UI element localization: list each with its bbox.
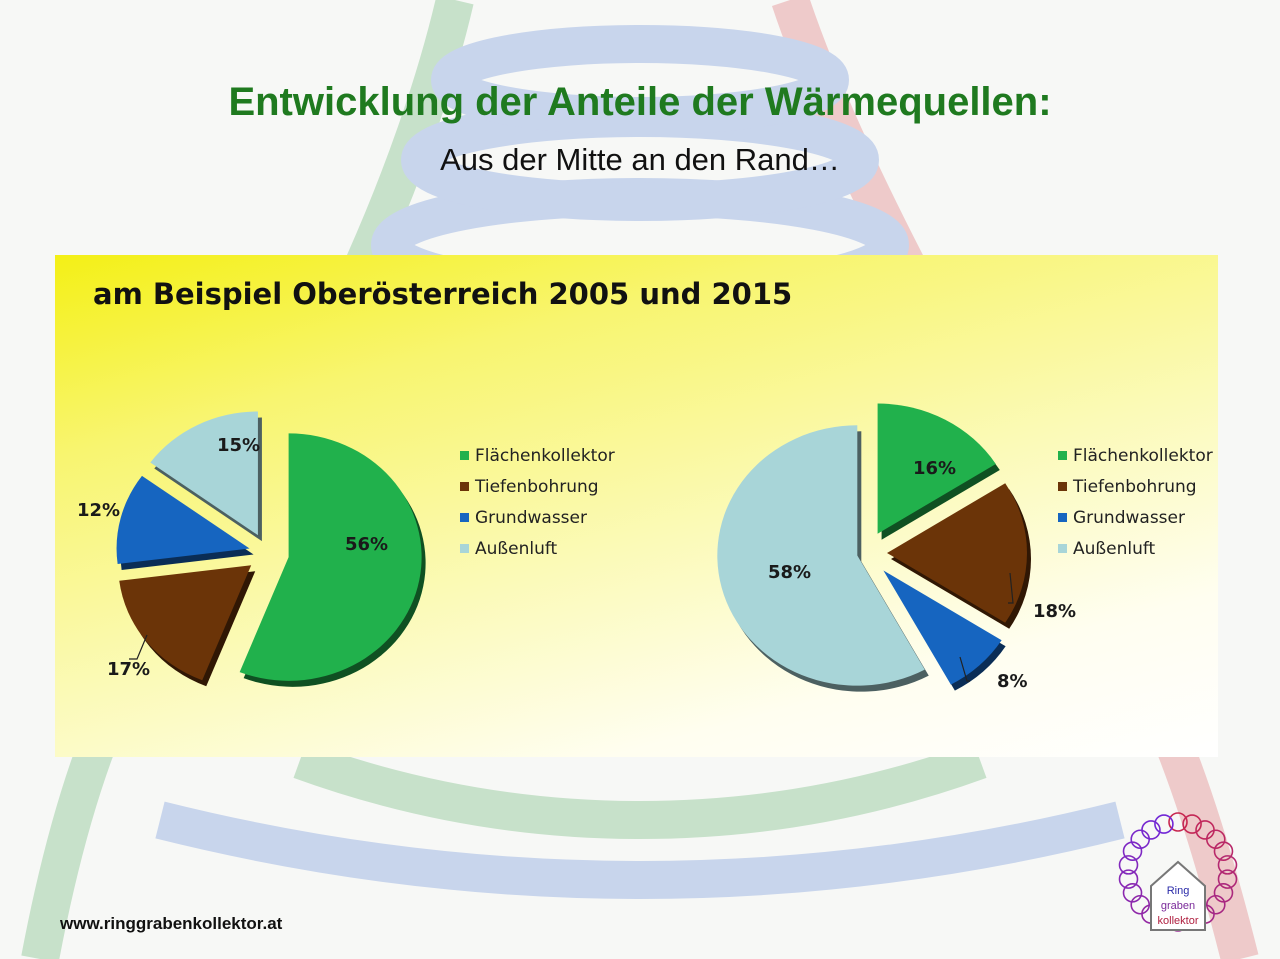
legend-label: Tiefenbohrung xyxy=(475,476,599,497)
legend-2015: Flächenkollektor Tiefenbohrung Grundwasser… xyxy=(1058,440,1213,564)
legend-item: Außenluft xyxy=(460,533,615,564)
panel-title: am Beispiel Oberösterreich 2005 und 2015 xyxy=(93,277,793,311)
legend-item: Flächenkollektor xyxy=(1058,440,1213,471)
chart-panel: am Beispiel Oberösterreich 2005 und 2015… xyxy=(55,255,1218,757)
legend-label: Flächenkollektor xyxy=(475,445,615,466)
legend-label: Außenluft xyxy=(1073,538,1156,559)
legend-item: Tiefenbohrung xyxy=(460,471,615,502)
data-label: 17% xyxy=(107,659,150,680)
logo-coil-ring xyxy=(1217,869,1238,889)
pie-slice-2015-3 xyxy=(717,425,925,686)
legend-label: Tiefenbohrung xyxy=(1073,476,1197,497)
pie-slice-2015-2 xyxy=(883,570,1002,685)
logo-text-3: kollektor xyxy=(1158,915,1199,927)
legend-item: Flächenkollektor xyxy=(460,440,615,471)
data-label: 18% xyxy=(1033,601,1076,622)
data-label: 58% xyxy=(768,562,811,583)
leader-line xyxy=(959,656,970,682)
logo-coil-ring xyxy=(1213,841,1234,862)
pie-slice-2005-3 xyxy=(150,411,258,536)
logo-coil-ring xyxy=(1122,882,1143,903)
legend-swatch xyxy=(460,544,469,553)
legend-label: Grundwasser xyxy=(475,507,587,528)
legend-label: Grundwasser xyxy=(1073,507,1185,528)
legend-swatch xyxy=(1058,451,1067,460)
logo-coil-ring xyxy=(1118,855,1139,875)
legend-label: Außenluft xyxy=(475,538,558,559)
logo-text-2: graben xyxy=(1161,900,1195,912)
logo-coil-ring xyxy=(1118,869,1139,889)
data-label: 56% xyxy=(345,534,388,555)
leader-line xyxy=(129,634,148,660)
pie-slice-2005-1 xyxy=(119,565,252,681)
legend-2005: Flächenkollektor Tiefenbohrung Grundwasser… xyxy=(460,440,615,564)
legend-item: Außenluft xyxy=(1058,533,1213,564)
pie-slice-2015-0 xyxy=(877,403,996,534)
data-label: 15% xyxy=(217,435,260,456)
legend-swatch xyxy=(1058,513,1067,522)
logo-coil-ring xyxy=(1217,855,1238,875)
legend-item: Grundwasser xyxy=(460,502,615,533)
logo-coil-ring xyxy=(1141,820,1161,840)
slide-subtitle: Aus der Mitte an den Rand… xyxy=(440,142,840,177)
logo-text-1: Ring xyxy=(1167,885,1190,897)
website-url[interactable]: www.ringgrabenkollektor.at xyxy=(60,914,283,933)
pie-slice-2005-0 xyxy=(239,433,422,681)
legend-swatch xyxy=(1058,544,1067,553)
legend-swatch xyxy=(460,513,469,522)
logo-coil-ring xyxy=(1154,814,1174,834)
data-label: 8% xyxy=(997,671,1028,692)
logo-coil-ring xyxy=(1168,812,1188,832)
legend-item: Grundwasser xyxy=(1058,502,1213,533)
pie-slice-2005-2 xyxy=(116,475,250,565)
legend-swatch xyxy=(1058,482,1067,491)
data-label: 12% xyxy=(77,500,120,521)
logo-coil-ring xyxy=(1182,814,1202,834)
legend-swatch xyxy=(460,451,469,460)
pie-slice-2015-1 xyxy=(887,483,1027,623)
leader-line xyxy=(1008,572,1014,604)
pie-charts: 56% 17% 12% 15% 16% 18% 8% 58% xyxy=(77,403,1076,692)
slide-title: Entwicklung der Anteile der Wärmequellen… xyxy=(228,80,1052,124)
legend-swatch xyxy=(460,482,469,491)
legend-label: Flächenkollektor xyxy=(1073,445,1213,466)
legend-item: Tiefenbohrung xyxy=(1058,471,1213,502)
data-label: 16% xyxy=(913,458,956,479)
ringgraben-logo: Ring graben kollektor xyxy=(1118,812,1238,932)
